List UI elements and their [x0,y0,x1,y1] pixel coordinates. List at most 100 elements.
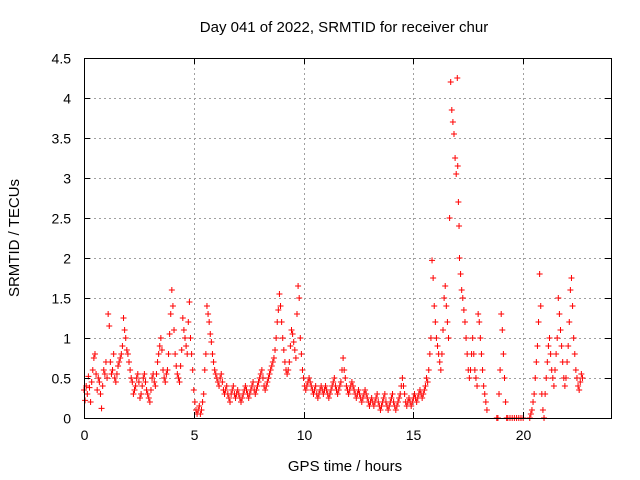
data-point [100,367,107,373]
data-point [482,399,489,405]
data-point [420,391,427,397]
data-point [400,383,407,389]
grid-lines [84,58,611,418]
data-point [499,327,506,333]
data-point [328,387,335,393]
data-point [257,371,264,377]
data-point [238,399,245,405]
data-point [105,311,112,317]
data-point [254,383,261,389]
data-point [223,383,230,389]
data-point [571,351,578,357]
data-point [199,399,206,405]
data-point [290,339,297,345]
data-point [340,355,347,361]
data-point [134,371,141,377]
data-point [460,307,467,313]
data-point [115,363,122,369]
data-point [432,319,439,325]
data-point [297,335,304,341]
data-point [330,379,337,385]
data-point [374,391,381,397]
data-point [179,315,186,321]
data-point [136,395,143,401]
data-point [291,347,298,353]
data-point [99,383,106,389]
data-point [578,371,585,377]
data-point [139,383,146,389]
data-point [537,303,544,309]
data-point [358,399,365,405]
data-point [448,107,455,113]
data-point [120,315,127,321]
data-point [380,395,387,401]
data-point [101,371,108,377]
data-point [355,387,362,393]
data-point [198,407,205,413]
data-point [158,347,165,353]
data-point [453,171,460,177]
data-point [188,351,195,357]
data-point [190,387,197,393]
y-tick-label: 3 [63,171,71,187]
data-point [280,347,287,353]
data-point [348,379,355,385]
data-point [423,375,430,381]
data-point [456,223,463,229]
data-point [401,391,408,397]
data-point [576,387,583,393]
data-point [534,343,541,349]
tick-labels: 0 5 10 15 20 0 0.5 1 1.5 2 2.5 3 3.5 4 4.5 [52,51,532,444]
data-point [97,391,104,397]
data-point [107,359,114,365]
data-point [562,375,569,381]
data-point [446,215,453,221]
data-point [552,367,559,373]
data-point [307,379,314,385]
data-point [569,303,576,309]
data-point [544,359,551,365]
data-point [227,399,234,405]
data-point [429,257,436,264]
axis-ticks [84,58,611,419]
data-point [123,347,130,353]
data-point [481,391,488,397]
data-point [306,375,313,381]
data-point [171,327,178,333]
data-point [550,383,557,389]
data-point [392,407,399,413]
data-point [335,387,342,393]
data-point [84,391,91,397]
data-point [155,351,162,357]
data-point [211,367,218,373]
data-point [564,359,571,365]
data-point [151,379,158,385]
data-point [246,391,253,397]
data-point [311,387,318,393]
data-point [554,335,561,341]
data-point [141,371,148,377]
data-point [496,391,503,397]
data-point [362,387,369,393]
data-point [279,335,286,341]
data-point [363,391,370,397]
data-point [129,379,136,385]
data-point [117,355,124,361]
data-point [89,367,96,373]
data-point [345,391,352,397]
data-point [469,335,476,341]
data-point [273,335,280,341]
data-point [292,355,299,361]
data-point [267,367,274,373]
data-point [197,411,204,417]
plot-frame [84,58,612,419]
data-point [442,283,449,289]
data-point [130,391,137,397]
data-point [216,383,223,389]
data-point [266,371,273,377]
data-point [454,163,461,169]
data-point [157,335,164,341]
data-point [169,303,176,309]
data-point [437,367,444,373]
data-point [424,379,431,385]
